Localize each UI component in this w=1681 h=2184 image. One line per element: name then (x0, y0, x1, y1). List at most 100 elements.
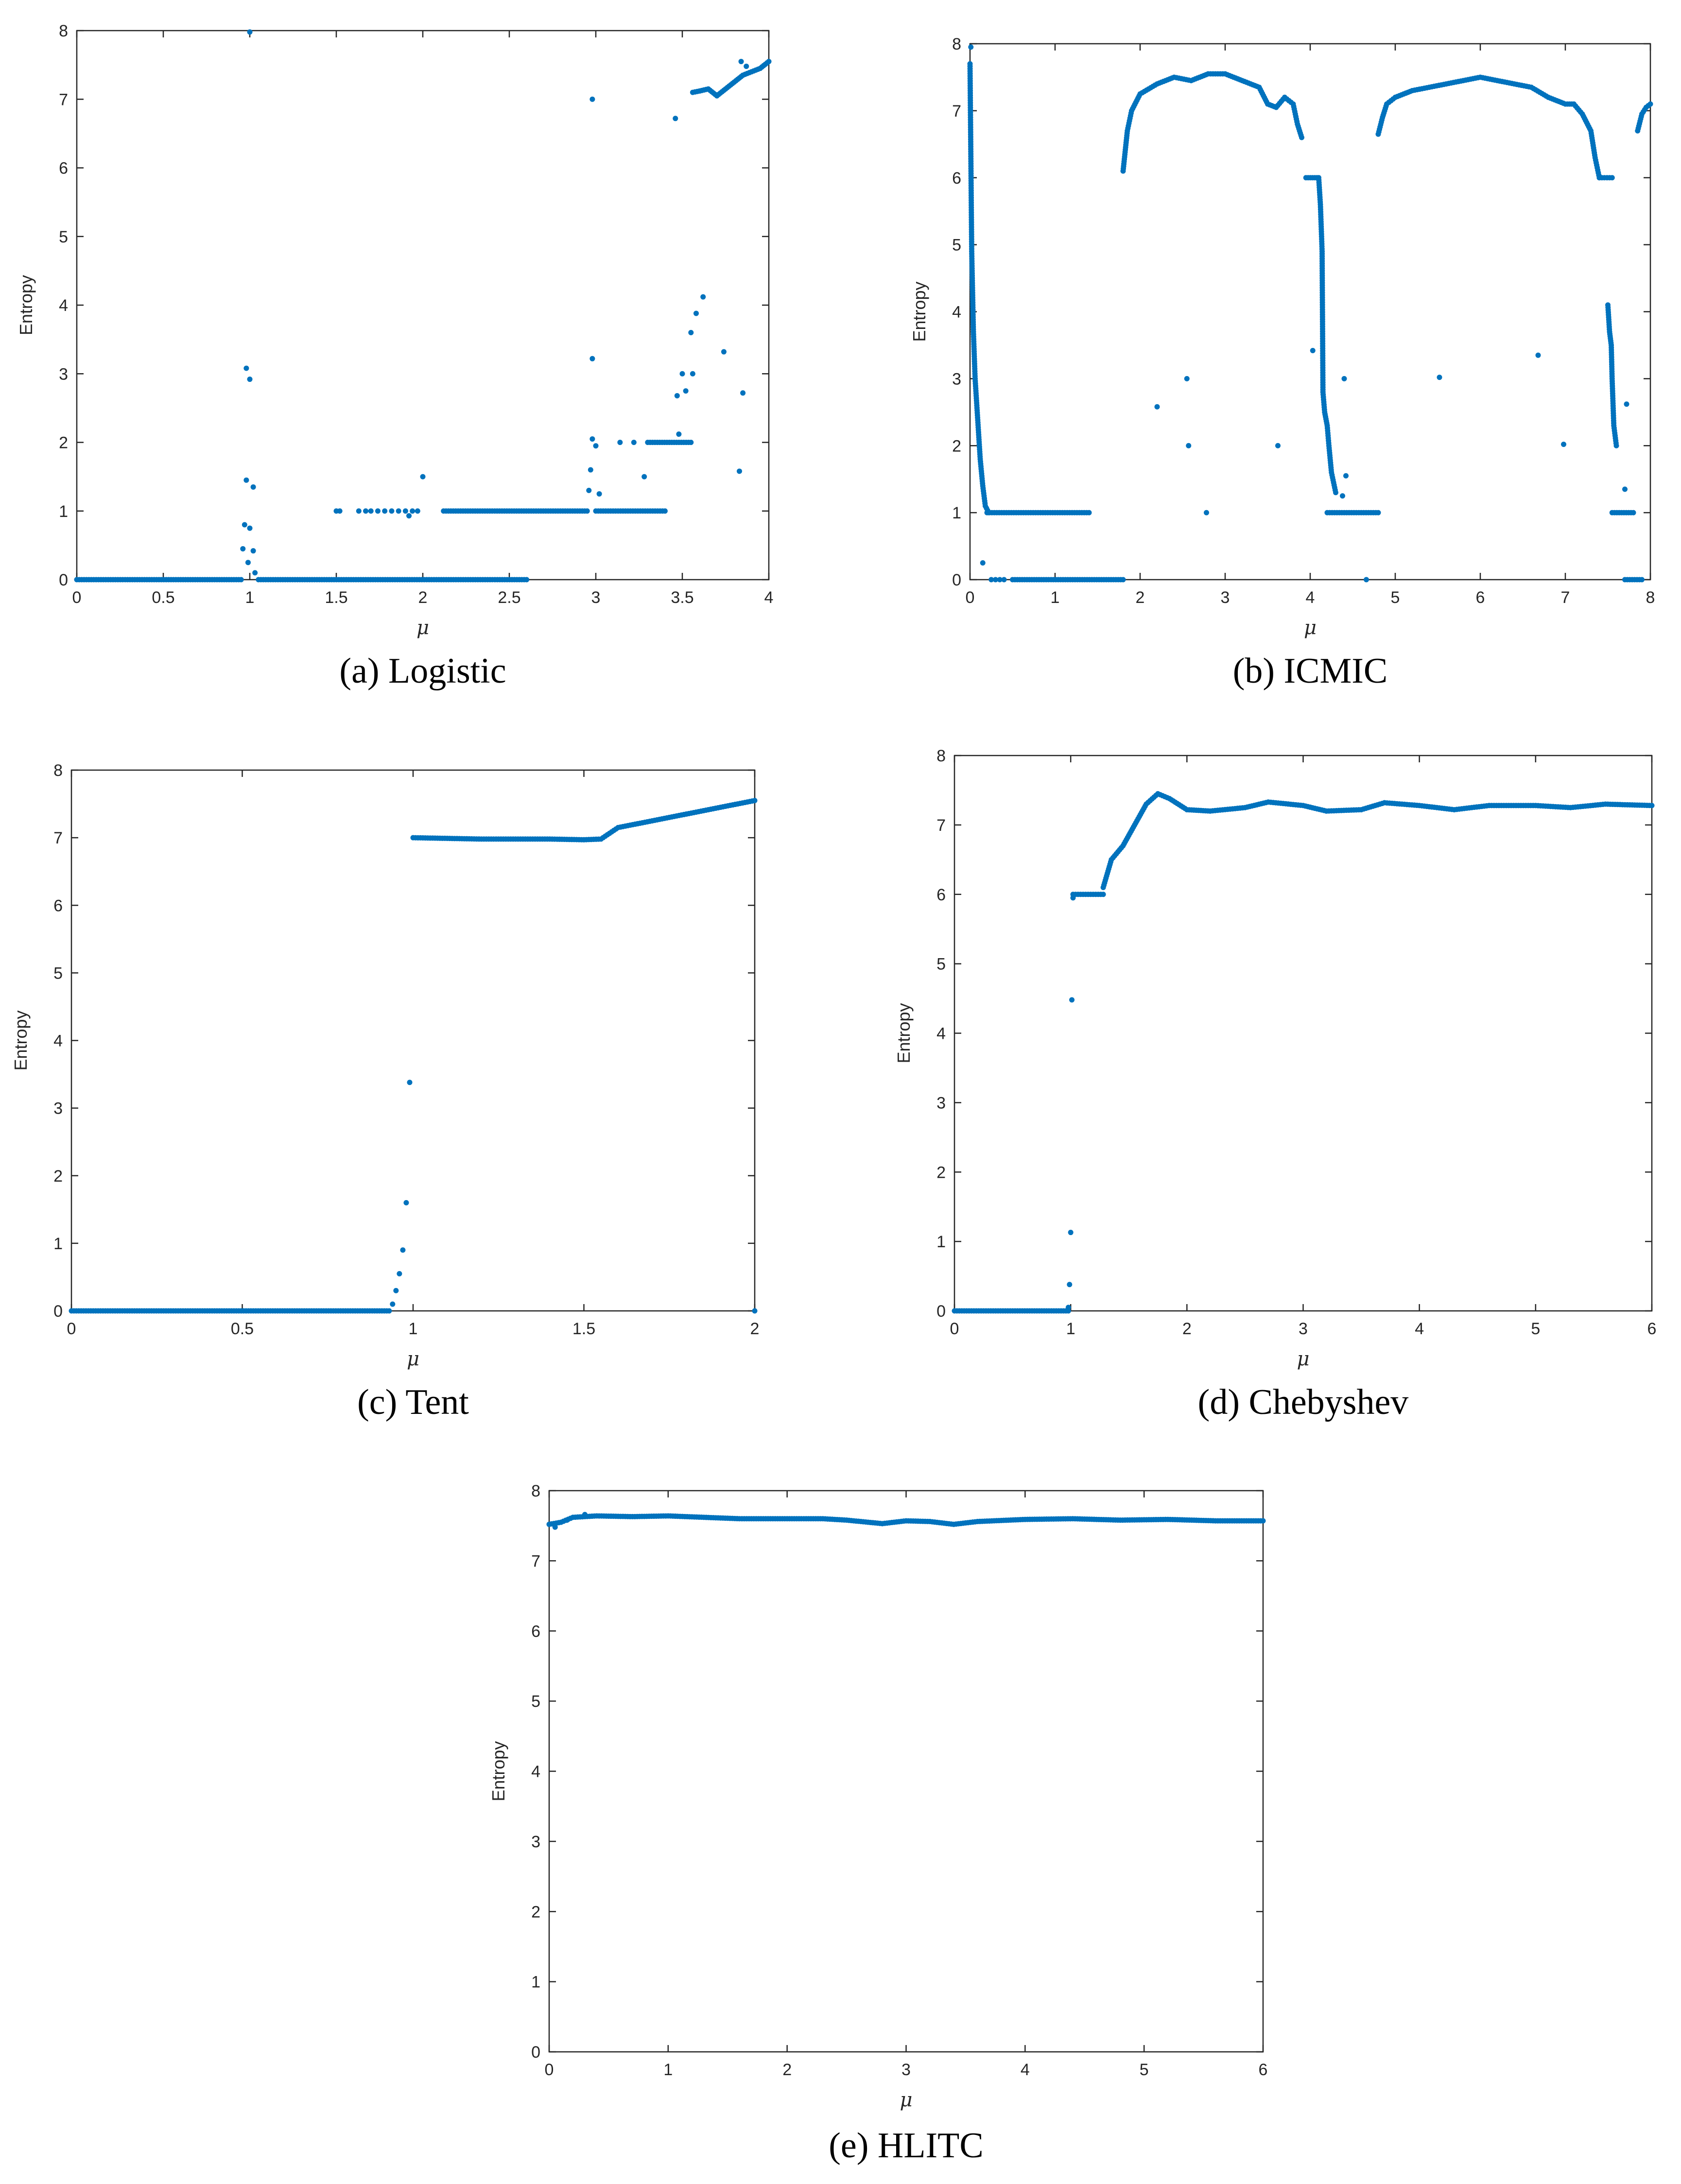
y-tick-label: 7 (59, 90, 68, 109)
x-tick-label: 4 (1415, 1320, 1424, 1338)
data-point (400, 1247, 406, 1253)
chart-panel-2: 0 0.5 1 1.5 2 0 1 2 3 4 5 6 7 8 μ Entropy (c) Tent (11, 761, 759, 1422)
data-point (688, 440, 694, 445)
x-tick-label: 3 (1299, 1320, 1308, 1338)
data-point (721, 349, 727, 355)
y-tick-label: 4 (59, 296, 68, 315)
y-tick-label: 1 (936, 1233, 946, 1251)
x-tick-label: 3 (1221, 588, 1230, 607)
data-point (396, 508, 401, 514)
x-tick-label: 2 (1182, 1320, 1192, 1338)
data-point (1624, 401, 1629, 407)
data-markers (967, 44, 1653, 583)
x-tick-label: 1.5 (325, 588, 347, 607)
data-point (243, 477, 249, 483)
x-axis-label: μ (416, 617, 429, 639)
data-point (252, 570, 258, 576)
y-tick-label: 8 (952, 35, 961, 53)
y-tick-label: 7 (531, 1552, 540, 1570)
y-tick-label: 0 (952, 571, 961, 589)
y-tick-label: 0 (531, 2043, 540, 2062)
data-point (673, 116, 678, 121)
data-point (390, 1301, 396, 1307)
data-point (968, 44, 974, 50)
y-tick-label: 8 (936, 747, 946, 765)
y-tick-label: 5 (59, 228, 68, 246)
x-tick-label: 0.5 (231, 1320, 254, 1338)
data-point (1596, 175, 1602, 181)
y-tick-label: 8 (531, 1482, 540, 1500)
x-tick-label: 5 (1531, 1320, 1540, 1338)
data-point (766, 59, 772, 65)
data-markers (952, 791, 1655, 1314)
data-point (683, 388, 689, 394)
data-point (589, 96, 595, 102)
data-point (1154, 404, 1160, 410)
data-point (247, 29, 253, 35)
data-point (586, 487, 592, 493)
x-tick-label: 2.5 (498, 588, 520, 607)
data-point (247, 525, 253, 531)
x-tick-label: 2 (782, 2061, 792, 2079)
x-tick-label: 4 (764, 588, 774, 607)
data-point (596, 491, 602, 497)
axes-box (76, 30, 770, 581)
x-tick-label: 1 (663, 2061, 673, 2079)
x-tick-label: 7 (1561, 588, 1570, 607)
data-point (368, 508, 374, 514)
y-tick-label: 0 (936, 1302, 946, 1321)
x-axis-label: μ (407, 1348, 419, 1370)
data-point (690, 371, 695, 377)
data-point (700, 294, 706, 300)
data-point (744, 63, 749, 69)
y-tick-label: 3 (936, 1094, 946, 1112)
y-tick-label: 0 (53, 1302, 63, 1321)
y-tick-label: 4 (936, 1025, 946, 1043)
x-tick-label: 4 (1021, 2061, 1030, 2079)
y-tick-label: 4 (531, 1763, 540, 1781)
data-point (589, 436, 595, 442)
data-point (1260, 1518, 1266, 1524)
data-point (1120, 577, 1126, 583)
data-point (582, 1512, 588, 1517)
data-point (240, 546, 246, 551)
chart-panel-4: 0 1 2 3 4 5 6 0 1 2 3 4 5 6 7 8 μ Entropy (e) HLITC (488, 1482, 1267, 2166)
data-point (740, 390, 746, 396)
data-point (402, 508, 408, 514)
data-point (552, 1524, 558, 1530)
y-tick-label: 3 (531, 1833, 540, 1851)
x-tick-label: 5 (1391, 588, 1400, 607)
data-point (1535, 352, 1541, 358)
x-axis-label: μ (900, 2089, 913, 2111)
x-tick-label: 1.5 (572, 1320, 595, 1338)
data-point (993, 577, 998, 583)
y-tick-label: 5 (531, 1692, 540, 1711)
chart-caption: (a) Logistic (339, 651, 506, 691)
chart-caption: (d) Chebyshev (1198, 1382, 1409, 1422)
data-point (736, 468, 742, 474)
axes-box (70, 769, 756, 1312)
data-point (584, 508, 590, 514)
data-point (1649, 803, 1655, 808)
y-tick-label: 2 (531, 1903, 540, 1921)
data-point (410, 508, 416, 514)
data-point (1100, 892, 1106, 897)
data-point (1068, 1230, 1074, 1236)
x-tick-label: 0 (67, 1320, 76, 1338)
y-tick-label: 7 (53, 829, 63, 847)
y-tick-label: 8 (53, 761, 63, 780)
y-tick-label: 5 (936, 955, 946, 974)
x-tick-label: 0 (966, 588, 975, 607)
y-tick-label: 3 (53, 1100, 63, 1118)
data-point (1333, 490, 1338, 496)
data-point (1639, 577, 1645, 583)
data-point (617, 440, 623, 445)
data-point (420, 474, 426, 480)
x-tick-label: 0 (950, 1320, 959, 1338)
y-tick-label: 6 (59, 159, 68, 178)
data-point (1647, 101, 1653, 107)
y-tick-label: 5 (53, 964, 63, 982)
y-tick-label: 0 (59, 571, 68, 589)
data-point (693, 310, 699, 316)
